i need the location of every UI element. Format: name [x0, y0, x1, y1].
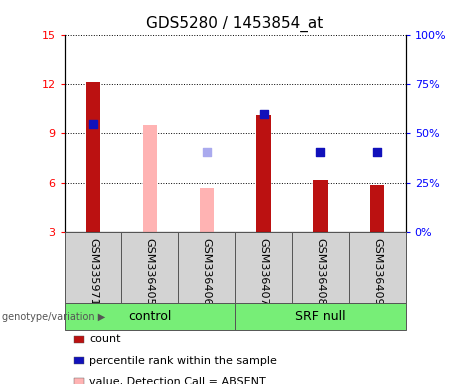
Bar — [292, 232, 349, 303]
Bar — [235, 303, 406, 330]
Bar — [235, 232, 292, 303]
Point — [373, 149, 381, 155]
Point — [203, 149, 210, 155]
Bar — [256, 115, 271, 232]
Text: value, Detection Call = ABSENT: value, Detection Call = ABSENT — [89, 377, 266, 384]
Text: GSM336405: GSM336405 — [145, 238, 155, 306]
Bar — [86, 82, 100, 232]
Bar — [65, 303, 235, 330]
Point — [317, 149, 324, 155]
Bar — [143, 125, 157, 232]
Point — [89, 121, 97, 127]
Title: GDS5280 / 1453854_at: GDS5280 / 1453854_at — [147, 16, 324, 32]
Point — [260, 111, 267, 117]
Bar — [370, 185, 384, 232]
Text: SRF null: SRF null — [295, 310, 346, 323]
Text: GSM336408: GSM336408 — [315, 238, 325, 306]
Text: GSM335971: GSM335971 — [88, 238, 98, 306]
Text: GSM336409: GSM336409 — [372, 238, 382, 306]
Bar — [349, 232, 406, 303]
Text: control: control — [128, 310, 171, 323]
Text: GSM336406: GSM336406 — [201, 238, 212, 306]
Bar — [178, 232, 235, 303]
Bar — [121, 232, 178, 303]
Text: genotype/variation ▶: genotype/variation ▶ — [2, 312, 106, 322]
Text: count: count — [89, 334, 121, 344]
Bar — [313, 180, 327, 232]
Bar — [65, 232, 121, 303]
Text: GSM336407: GSM336407 — [259, 238, 269, 306]
Text: percentile rank within the sample: percentile rank within the sample — [89, 356, 278, 366]
Bar — [200, 188, 214, 232]
